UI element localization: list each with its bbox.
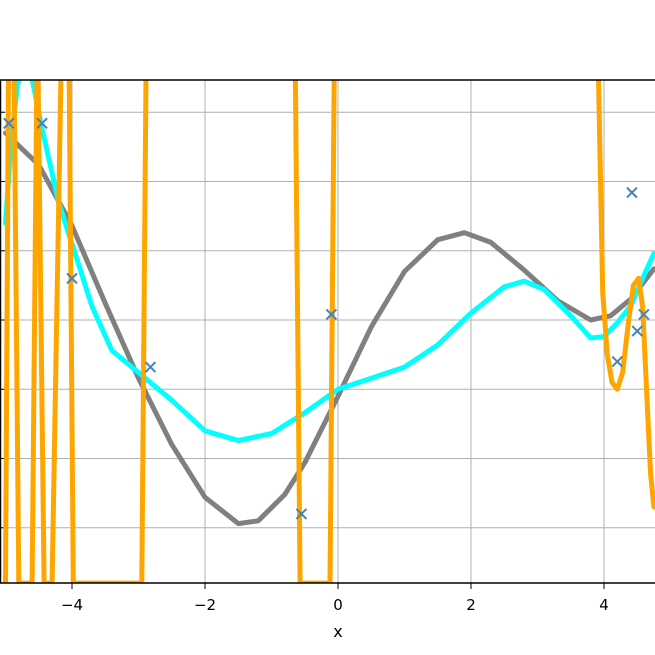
scatter-point	[638, 308, 650, 321]
scatter-point	[295, 508, 308, 520]
scatter-point	[325, 308, 338, 321]
scatter-point	[626, 186, 638, 199]
scatter-point	[66, 272, 78, 285]
x-tick-label: −2	[194, 596, 216, 614]
scatter-point	[144, 361, 157, 373]
scatter-point	[631, 325, 643, 337]
x-axis-ticks: −4 −2 0 2 4	[61, 583, 609, 614]
x-axis-label: x	[333, 622, 342, 641]
series-line-2	[3, 80, 655, 583]
series-group	[3, 80, 655, 583]
scatter-point	[3, 117, 15, 130]
x-tick-label: 2	[466, 596, 476, 614]
grid	[0, 80, 655, 583]
scatter-point	[611, 355, 624, 368]
x-tick-label: 0	[333, 596, 343, 614]
x-tick-label: −4	[61, 596, 83, 614]
plot-frame	[0, 79, 655, 584]
x-tick-label: 4	[599, 596, 609, 614]
series-line-0	[3, 130, 655, 527]
series-line-1	[3, 80, 655, 443]
scatter-point	[36, 117, 48, 130]
